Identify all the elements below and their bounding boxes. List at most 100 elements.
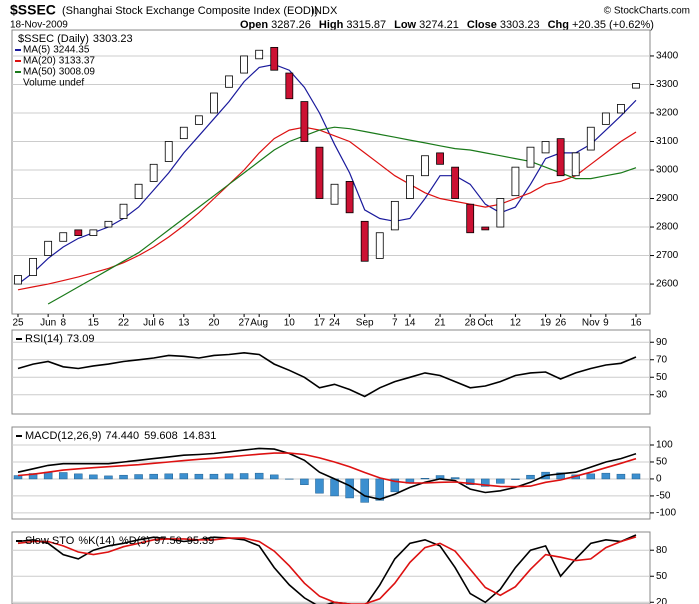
x-tick-label: 14 (404, 318, 416, 329)
x-tick-label: 16 (630, 318, 642, 329)
symbol: $SSEC (10, 2, 56, 18)
candle-body (194, 115, 203, 125)
histogram-bar (58, 472, 68, 480)
legend-value: 73.09 (67, 333, 95, 345)
histogram-bar (315, 478, 324, 494)
x-tick-label: 13 (178, 318, 190, 329)
histogram-bar (300, 478, 309, 485)
series-line (17, 351, 637, 398)
date: 18-Nov-2009 (10, 20, 68, 31)
candle-body (360, 220, 369, 262)
histogram-bar (134, 474, 143, 480)
candle-body (375, 232, 384, 259)
candle-body (496, 198, 505, 228)
candle-body (164, 141, 173, 162)
candle-body (390, 200, 399, 231)
x-tick-label: 21 (434, 318, 446, 329)
index-name: (Shanghai Stock Exchange Composite Index… (62, 5, 318, 17)
candle-body (210, 92, 218, 114)
candle-body (541, 141, 550, 154)
y-tick-label: 70 (656, 354, 668, 365)
x-tick-label: 10 (284, 318, 296, 329)
histogram-bar (224, 473, 234, 480)
candle-body (451, 166, 460, 199)
candle-body (29, 257, 37, 276)
candle-body (436, 152, 444, 165)
x-tick-label: 8 (60, 318, 66, 329)
stat-value: 3287.26 (271, 19, 311, 31)
legend-value: 14.831 (183, 430, 217, 442)
candle-body (601, 112, 610, 125)
candle-body (14, 275, 22, 285)
y-tick-label: 80 (656, 545, 668, 556)
y-tick-label: 30 (656, 389, 668, 400)
candle-body (59, 232, 68, 242)
histogram-bar (420, 478, 430, 480)
x-tick-label: Aug (250, 318, 268, 329)
x-tick-label: 19 (540, 318, 552, 329)
legend-value: 3133.37 (59, 56, 96, 67)
candle-body (586, 126, 595, 151)
histogram-bar (194, 473, 204, 480)
candle-body (481, 226, 490, 231)
candle-body (300, 101, 309, 142)
y-tick-label: 3400 (656, 51, 679, 62)
y-tick-label: 50 (656, 372, 668, 383)
series-line (17, 452, 637, 488)
x-tick-label: 9 (603, 318, 609, 329)
x-tick-label: 28 (465, 318, 477, 329)
candle-body (255, 49, 264, 60)
candle-body (285, 72, 294, 100)
x-tick-label: Nov (582, 318, 600, 329)
legend-label: $SSEC (Daily) (18, 33, 89, 45)
legend-value: 3244.35 (53, 45, 90, 56)
series-line (17, 447, 637, 501)
legend: RSI(14) 73.09 (16, 333, 94, 345)
histogram-bar (450, 477, 460, 480)
y-tick-label: 2700 (656, 250, 679, 261)
x-tick-label: 24 (329, 318, 341, 329)
candle-body (617, 104, 625, 114)
candle-body (511, 166, 520, 197)
series-line (47, 126, 637, 305)
candle-body (240, 55, 248, 74)
histogram-bar (631, 473, 641, 480)
y-tick-label: 3100 (656, 136, 679, 147)
histogram-bar (330, 478, 339, 497)
x-tick-label: 26 (555, 318, 567, 329)
legend: Slow STO %K(14) %D(3) 97.50 95.39 (16, 535, 214, 547)
legend-label: RSI(14) (25, 333, 63, 345)
candle-body (466, 203, 475, 234)
histogram-bar (496, 478, 505, 484)
histogram-bar (616, 473, 626, 480)
histogram-bar (511, 478, 520, 480)
histogram-bar (179, 473, 189, 480)
histogram-bar (481, 478, 490, 487)
legend-title: Slow STO (25, 535, 75, 547)
candle-body (179, 126, 188, 140)
stat-label: High (319, 19, 344, 31)
y-tick-label: 20 (656, 597, 668, 604)
histogram-bar (209, 473, 219, 480)
x-tick-label: 27 (239, 318, 251, 329)
series-line (17, 534, 637, 604)
x-tick-label: 7 (392, 318, 398, 329)
candle-body (421, 155, 429, 177)
histogram-bar (104, 475, 113, 480)
candle-body (632, 83, 640, 89)
legend-label: %K(14) (78, 535, 115, 547)
histogram-bar (556, 472, 565, 480)
y-tick-label: -100 (656, 508, 676, 519)
y-tick-label: 3000 (656, 165, 679, 176)
candle-body (104, 220, 113, 228)
x-tick-label: 20 (208, 318, 220, 329)
legend-value: 3303.23 (93, 33, 133, 45)
candle-body (225, 75, 233, 88)
y-tick-label: 2800 (656, 222, 679, 233)
stat-label: Chg (548, 19, 569, 31)
histogram-bar (149, 473, 158, 480)
stat-label: Low (394, 19, 416, 31)
histogram-bar (465, 478, 475, 485)
histogram-bar (360, 478, 369, 503)
